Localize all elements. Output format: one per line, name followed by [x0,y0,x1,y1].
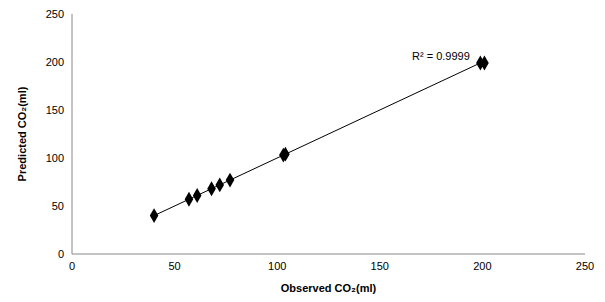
svg-text:50: 50 [168,260,180,272]
svg-text:150: 150 [371,260,389,272]
svg-text:100: 100 [46,152,64,164]
svg-text:150: 150 [46,104,64,116]
svg-text:250: 250 [576,260,594,272]
svg-text:200: 200 [473,260,491,272]
svg-text:0: 0 [69,260,75,272]
svg-text:Observed CO₂(ml): Observed CO₂(ml) [281,282,377,294]
html-text:R² = 0.9999: R² = 0.9999 [412,50,470,62]
svg-text:250: 250 [46,8,64,20]
svg-text:Predicted CO₂(ml): Predicted CO₂(ml) [16,86,28,181]
svg-text:100: 100 [268,260,286,272]
svg-text:200: 200 [46,56,64,68]
svg-text:50: 50 [52,200,64,212]
svg-text:0: 0 [58,248,64,260]
